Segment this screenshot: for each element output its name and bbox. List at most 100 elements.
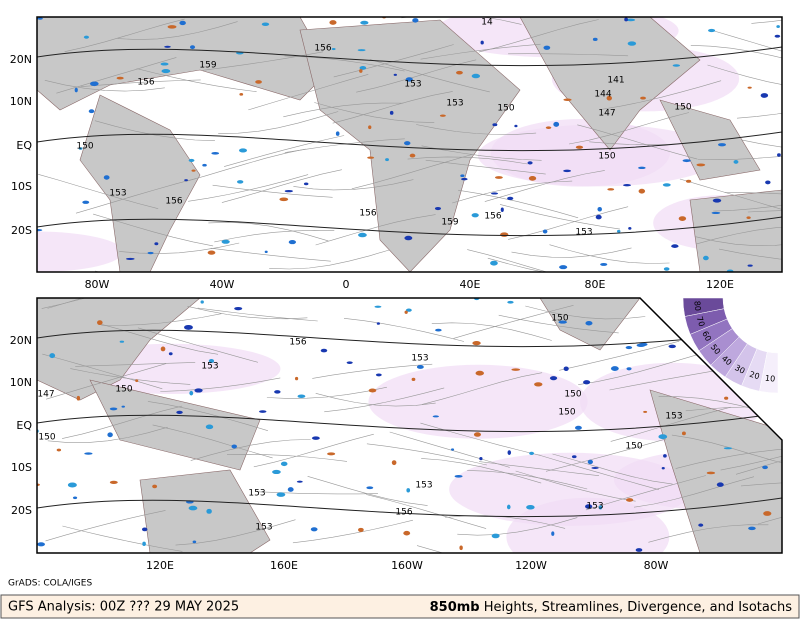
divergence-speck [281, 462, 288, 466]
streamline [293, 520, 413, 543]
divergence-speck [507, 301, 513, 304]
divergence-speck [259, 410, 266, 413]
divergence-speck [394, 74, 397, 76]
divergence-speck [763, 511, 771, 516]
divergence-speck [239, 148, 247, 152]
divergence-speck [514, 125, 517, 128]
divergence-speck [311, 527, 318, 531]
contour-label: 156 [314, 44, 331, 54]
divergence-speck [481, 41, 484, 45]
divergence-speck [211, 152, 219, 155]
divergence-speck [202, 164, 207, 167]
divergence-speck [49, 353, 55, 358]
divergence-speck [122, 406, 125, 408]
divergence-speck [663, 454, 667, 458]
divergence-speck [628, 41, 636, 45]
divergence-speck [559, 265, 567, 269]
contour-label: 141 [607, 76, 624, 86]
contour-label: 150 [38, 433, 55, 443]
divergence-speck [451, 448, 454, 450]
lon-label: 40E [460, 278, 481, 291]
divergence-speck [459, 546, 462, 551]
divergence-speck [713, 199, 721, 203]
divergence-speck [662, 467, 665, 469]
contour-label: 159 [441, 218, 458, 228]
divergence-speck [208, 250, 216, 254]
contour-label: 150 [76, 142, 93, 152]
divergence-speck [179, 21, 185, 25]
divergence-speck [664, 267, 670, 270]
divergence-speck [110, 407, 118, 410]
divergence-speck [142, 542, 146, 546]
divergence-speck [611, 366, 619, 371]
divergence-speck [255, 80, 262, 84]
streamline [550, 245, 670, 264]
contour-label: 14 [481, 18, 493, 28]
streamline [738, 278, 800, 313]
divergence-speck [358, 528, 364, 532]
divergence-speck [761, 402, 767, 404]
lat-label: EQ [16, 419, 32, 432]
divergence-speck [626, 498, 633, 502]
divergence-speck [746, 216, 750, 219]
streamline [751, 1, 800, 23]
divergence-speck [624, 18, 628, 22]
lon-label: 120E [146, 559, 174, 572]
divergence-speck [492, 123, 497, 126]
divergence-speck [456, 71, 463, 75]
divergence-speck [265, 251, 268, 253]
divergence-speck [37, 542, 45, 546]
divergence-speck [591, 467, 598, 469]
divergence-speck [192, 170, 196, 172]
divergence-speck [295, 377, 298, 380]
divergence-speck [626, 346, 633, 349]
divergence-speck [607, 188, 614, 190]
divergence-speck [762, 466, 768, 469]
divergence-speck [193, 541, 197, 544]
divergence-speck [596, 215, 602, 220]
divergence-speck [404, 236, 412, 240]
contour-label: 144 [594, 90, 611, 100]
streamline [208, 222, 328, 241]
streamline [258, 492, 378, 494]
divergence-speck [435, 329, 441, 332]
divergence-speck [763, 325, 770, 329]
divergence-speck [748, 527, 756, 531]
divergence-speck [472, 341, 480, 345]
legend-label: 80 [692, 300, 702, 311]
divergence-speck [563, 170, 571, 173]
divergence-speck [543, 229, 548, 233]
divergence-speck [377, 322, 380, 325]
lon-label: 160W [391, 559, 423, 572]
divergence-speck [526, 505, 534, 510]
lat-label: EQ [16, 139, 32, 152]
contour-label: 150 [497, 104, 514, 114]
divergence-speck [638, 167, 646, 169]
divergence-speck [189, 159, 195, 162]
divergence-speck [440, 114, 446, 116]
divergence-speck [184, 179, 188, 181]
divergence-speck [460, 174, 464, 177]
divergence-speck [117, 77, 124, 80]
lat-label: 10S [11, 180, 32, 193]
divergence-speck [304, 183, 308, 186]
divergence-speck [405, 311, 408, 314]
divergence-speck [262, 22, 269, 26]
divergence-speck [168, 25, 177, 28]
divergence-speck [376, 373, 382, 376]
divergence-speck [34, 229, 42, 231]
contour-label: 156 [289, 338, 306, 348]
lat-label: 20S [11, 224, 32, 237]
streamline [267, 387, 387, 398]
divergence-speck [534, 382, 542, 386]
divergence-speck [507, 197, 513, 200]
divergence-speck [600, 263, 607, 266]
divergence-speck [231, 444, 237, 448]
credit: GrADS: COLA/IGES [8, 579, 92, 589]
divergence-speck [712, 212, 721, 214]
contour-label: 150 [625, 442, 642, 452]
divergence-speck [360, 21, 368, 25]
divergence-speck [73, 497, 77, 500]
